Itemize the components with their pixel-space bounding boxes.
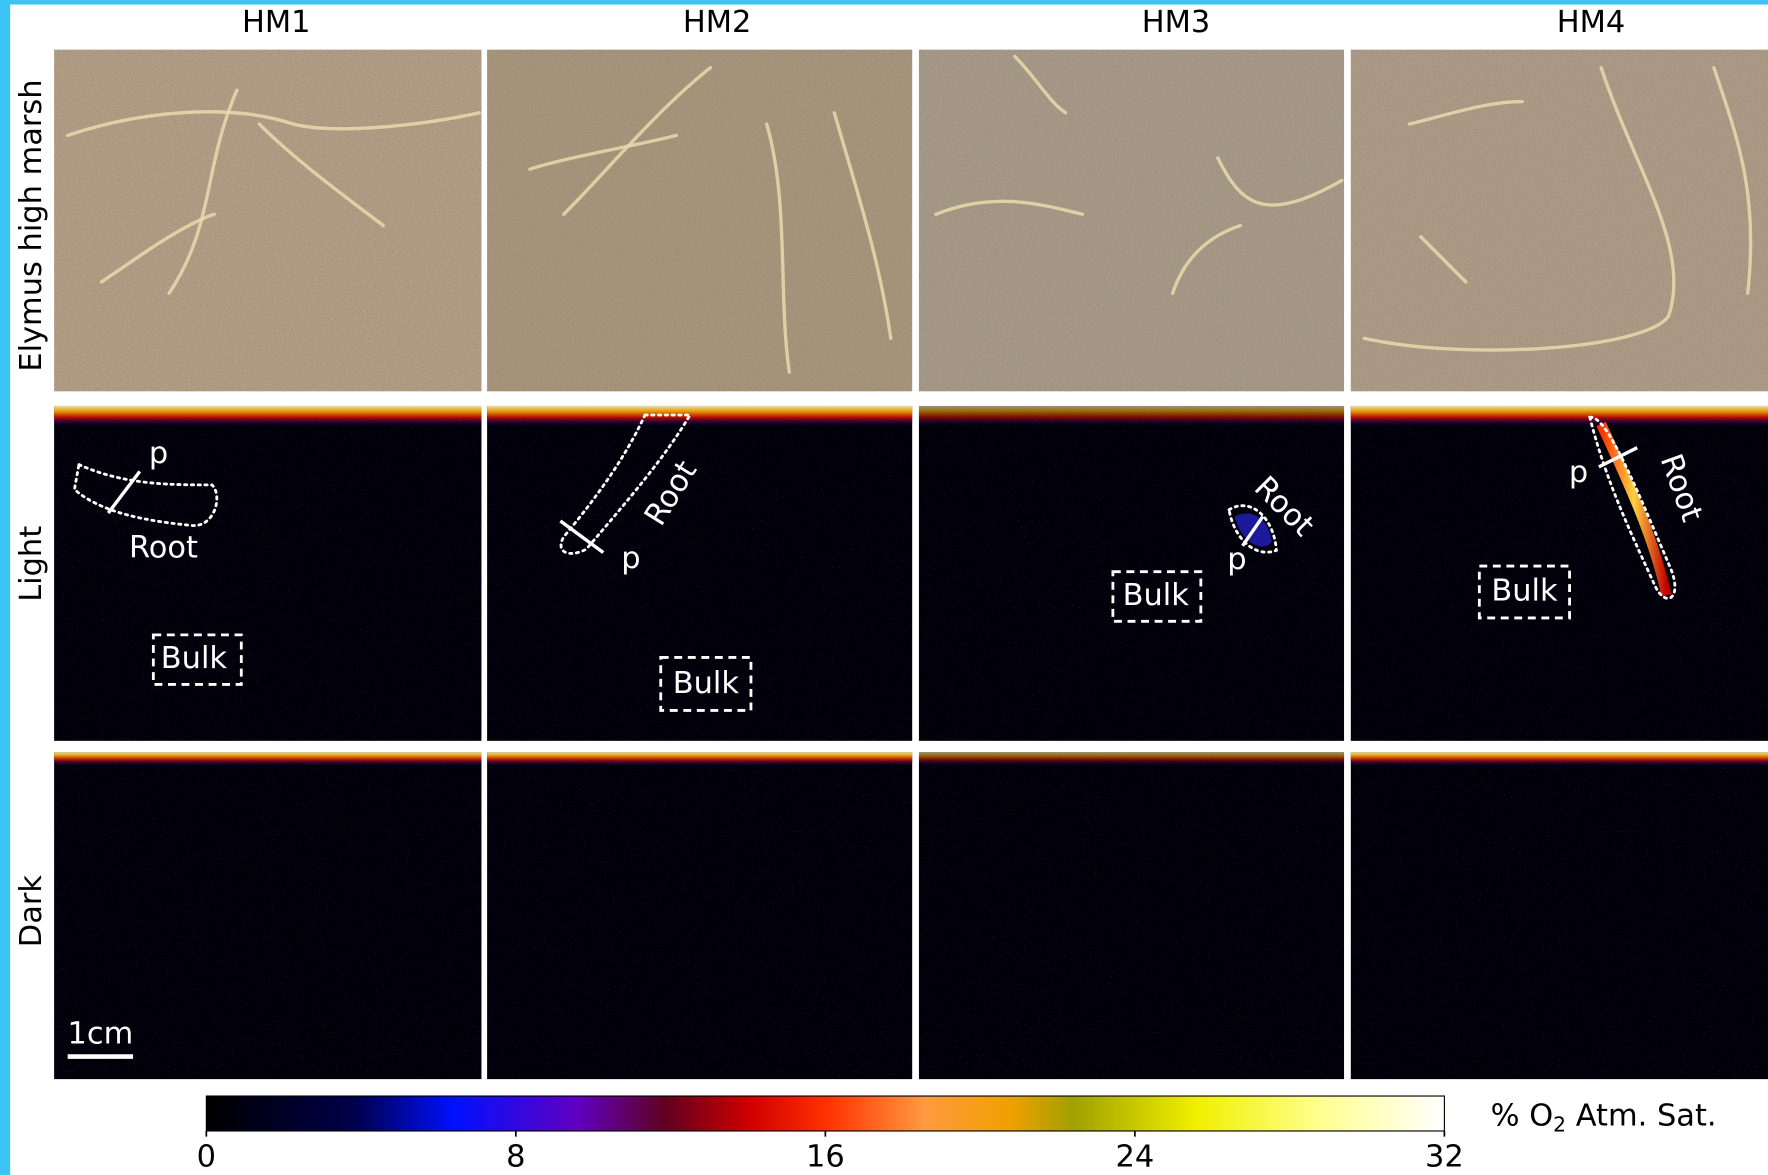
o2-noise: [919, 406, 1344, 741]
figure: % O2 Atm. Sat. 0 8 16 24 32 HM1 HM2 HM3 HM4 Elym…: [0, 0, 1768, 1175]
root-label: Root: [129, 531, 198, 566]
row-label: Light: [14, 526, 49, 602]
o2-noise: [487, 752, 912, 1079]
surface-glow: [1351, 406, 1768, 426]
o2-noise: [1351, 406, 1768, 741]
row-label: Dark: [14, 875, 49, 948]
label-text: % O: [1491, 1098, 1554, 1133]
surface-glow: [919, 752, 1344, 766]
o2-noise: [1351, 752, 1768, 1079]
label-subscript: 2: [1553, 1112, 1566, 1136]
surface-glow: [54, 752, 481, 766]
point-label: p: [621, 541, 640, 576]
surface-glow: [919, 406, 1344, 426]
soil-texture: [487, 50, 912, 392]
surface-glow: [487, 406, 912, 426]
column-title: HM4: [1557, 5, 1626, 40]
label-text: Atm. Sat.: [1566, 1098, 1716, 1133]
bulk-label: Bulk: [1123, 578, 1190, 613]
bulk-label: Bulk: [161, 641, 228, 676]
point-label: p: [149, 436, 168, 471]
column-title: HM1: [242, 5, 311, 40]
point-label: p: [1227, 542, 1246, 577]
page: % O2 Atm. Sat. 0 8 16 24 32 HM1 HM2 HM3 HM4 Elym…: [0, 0, 1768, 1175]
column-title: HM2: [683, 5, 752, 40]
scale-bar-label: 1cm: [67, 1017, 133, 1052]
soil-texture: [54, 50, 481, 392]
surface-glow: [1351, 752, 1768, 766]
bulk-label: Bulk: [1491, 574, 1558, 609]
colorbar-ticks: 0 8 16 24 32: [197, 1131, 1464, 1175]
column-title: HM3: [1142, 5, 1211, 40]
point-label: p: [1569, 455, 1588, 490]
colorbar-label: % O2 Atm. Sat.: [1491, 1098, 1717, 1136]
colorbar-tick-label: 16: [806, 1140, 845, 1175]
colorbar-tick-label: 32: [1425, 1140, 1464, 1175]
colorbar: [206, 1096, 1444, 1131]
bulk-label: Bulk: [673, 666, 740, 701]
o2-noise: [919, 752, 1344, 1079]
surface-glow: [54, 406, 481, 426]
colorbar-tick-label: 0: [197, 1140, 216, 1175]
o2-noise: [54, 406, 481, 741]
colorbar-tick-label: 8: [506, 1140, 525, 1175]
soil-texture: [1351, 50, 1768, 392]
soil-texture: [919, 50, 1344, 392]
row-label: Elymus high marsh: [14, 79, 49, 371]
colorbar-tick-label: 24: [1116, 1140, 1155, 1175]
frame-left: [0, 0, 10, 1175]
frame-top: [0, 0, 1768, 5]
panels: [54, 50, 1768, 1079]
surface-glow: [487, 752, 912, 766]
